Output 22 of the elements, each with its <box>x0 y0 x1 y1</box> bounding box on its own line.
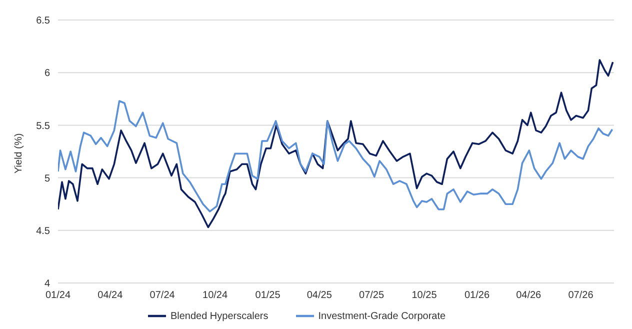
y-tick-label: 6 <box>44 68 50 80</box>
x-tick-label: 01/25 <box>255 290 281 302</box>
y-tick-label: 5.5 <box>36 120 50 132</box>
legend-label: Blended Hyperscalers <box>170 310 268 322</box>
line-series <box>58 100 614 212</box>
legend-label: Investment-Grade Corporate <box>318 310 446 322</box>
x-tick-label: 01/26 <box>464 290 490 302</box>
x-tick-label: 10/25 <box>412 290 438 302</box>
x-tick-label: 04/24 <box>98 290 124 302</box>
x-tick-label: 07/25 <box>359 290 384 302</box>
y-axis-title: Yield (%) <box>14 133 25 174</box>
x-tick-label: 07/24 <box>150 290 176 302</box>
x-tick-label: 01/24 <box>45 290 71 302</box>
y-tick-label: 4.5 <box>36 226 50 237</box>
y-tick-label: 6.5 <box>36 16 50 27</box>
y-tick-label: 5 <box>44 173 50 184</box>
x-tick-label: 04/25 <box>306 290 332 302</box>
x-tick-label: 10/24 <box>202 290 228 302</box>
x-tick-label: 04/26 <box>516 290 542 302</box>
y-tick-label: 4 <box>44 278 50 290</box>
line-series <box>58 59 614 228</box>
x-tick-label: 07/26 <box>568 290 594 302</box>
